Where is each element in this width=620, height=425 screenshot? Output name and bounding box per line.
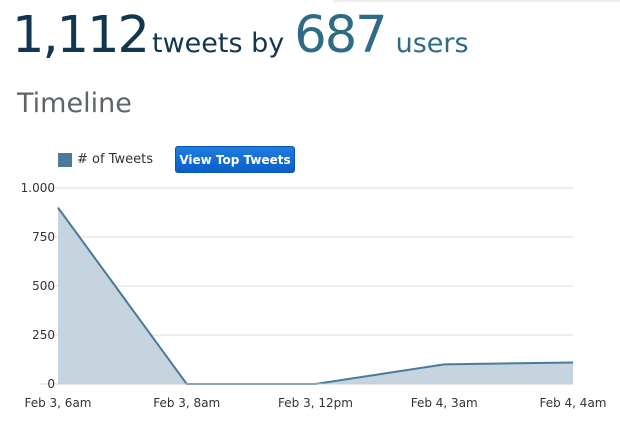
section-title: Timeline [17, 88, 132, 119]
x-tick-label: Feb 4, 3am [411, 396, 478, 410]
data-point [442, 362, 446, 366]
view-top-tweets-button[interactable]: View Top Tweets [175, 146, 295, 173]
x-tick-label: Feb 3, 8am [153, 396, 220, 410]
y-tick-label: 250 [32, 328, 55, 342]
series-area [58, 207, 573, 384]
y-tick-label: 1.000 [21, 181, 55, 195]
x-tick-label: Feb 4, 4am [539, 396, 606, 410]
timeline-chart: 0 250 500 750 1.000 Feb 3, 6am Feb 3, 8am Feb 3… [21, 181, 607, 410]
legend-label: # of Tweets [77, 152, 153, 167]
top-divider [333, 0, 620, 2]
y-tick-label: 500 [32, 279, 55, 293]
x-tick-label: Feb 3, 6am [24, 396, 91, 410]
x-tick-label: Feb 3, 12pm [278, 396, 353, 410]
y-tick-label: 750 [32, 230, 55, 244]
users-label: users [395, 28, 469, 59]
summary-headline: 1,112 tweets by 687 users [12, 6, 469, 65]
chart-legend[interactable]: # of Tweets [58, 152, 153, 167]
users-count: 687 [294, 6, 387, 65]
data-point [571, 360, 575, 364]
legend-swatch [58, 152, 72, 167]
tweets-count: 1,112 [12, 6, 150, 65]
tweets-label: tweets by [152, 28, 285, 59]
y-tick-label: 0 [47, 377, 55, 391]
data-point [56, 206, 60, 210]
